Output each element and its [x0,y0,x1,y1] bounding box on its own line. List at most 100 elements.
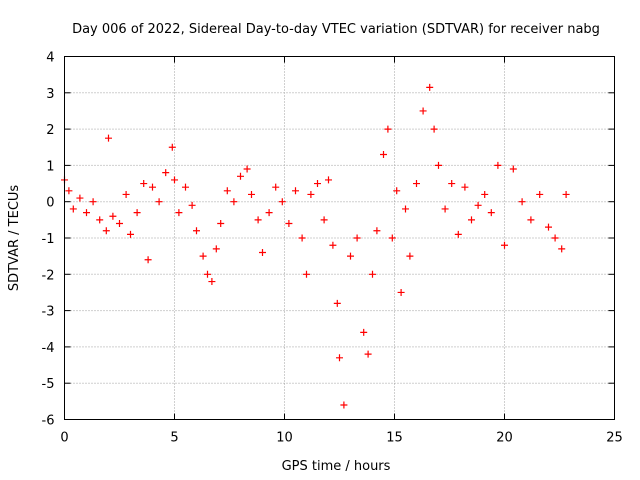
x-tick-label: 5 [170,431,178,446]
data-point [83,209,90,217]
data-point [89,198,97,206]
data-point [360,328,368,336]
y-tick-label: -5 [42,377,55,392]
data-point [171,176,178,184]
data-point [329,241,337,249]
data-point [481,190,489,198]
data-point [454,230,462,238]
data-point [501,241,508,249]
data-point [518,198,526,206]
y-tick-label: -2 [42,268,55,283]
data-point [333,299,341,307]
data-point [259,249,266,257]
data-point [237,172,244,180]
data-point [558,245,566,253]
data-point [340,401,348,409]
data-point [426,83,434,91]
data-point [188,201,196,209]
data-point [369,270,376,278]
chart-title: Day 006 of 2022, Sidereal Day-to-day VTE… [72,22,600,37]
data-point [248,190,255,198]
data-point [388,234,396,242]
data-point [474,201,482,209]
data-point [527,216,535,224]
data-point [199,252,207,260]
data-point [223,187,231,195]
data-point [149,183,156,191]
data-point [162,169,170,177]
data-point [144,256,152,264]
data-point [278,198,286,206]
x-tick-label: 15 [386,431,403,446]
data-points [61,83,570,409]
x-axis-label: GPS time / hours [282,459,391,474]
data-point [430,125,438,133]
y-tick-label: 0 [46,196,54,211]
data-point [69,205,77,213]
data-point [127,230,134,238]
data-point [397,288,405,296]
data-point [468,216,475,224]
data-point [217,219,225,227]
data-point [116,219,123,227]
data-point [347,252,354,260]
data-point [545,223,552,231]
y-tick-label: -1 [42,232,55,247]
data-point [303,270,310,278]
data-point [384,125,392,133]
data-point [230,198,238,206]
y-tick-label: -4 [42,341,55,356]
data-point [336,354,343,362]
data-point [314,180,321,188]
data-point [402,205,409,213]
axis-ticks: 0 5 10 15 20 25 -6 -5 -4 -3 -2 -1 0 1 2 3 4 [42,51,623,446]
data-point [182,183,189,191]
data-point [109,212,117,220]
data-point [441,205,449,213]
data-point [212,245,220,253]
y-tick-label: 4 [46,51,54,66]
data-point [272,183,280,191]
data-point [373,227,381,235]
data-point [175,209,183,217]
data-point [461,183,469,191]
data-point [419,107,427,115]
y-tick-label: -3 [42,305,55,320]
data-point [155,198,163,206]
data-point [551,234,559,242]
x-tick-label: 0 [60,431,68,446]
data-point [509,165,517,173]
data-point [353,234,361,242]
data-point [204,270,211,278]
data-point [265,209,273,217]
data-point [168,143,176,151]
data-point [413,180,420,188]
data-point [122,190,130,198]
x-tick-label: 10 [276,431,293,446]
data-point [380,151,387,159]
data-point [105,134,112,142]
data-point [243,165,251,173]
plot-frame [64,56,615,420]
data-point [193,227,200,235]
data-point [320,216,328,224]
data-point [494,161,502,169]
data-point [76,194,84,202]
y-tick-label: 1 [46,159,54,174]
data-point [487,209,495,217]
data-point [292,187,299,195]
data-point [562,190,570,198]
data-point [435,161,442,169]
data-point [96,216,104,224]
data-point [364,350,372,358]
data-point [536,190,544,198]
data-point [102,227,110,235]
data-point [448,180,456,188]
data-point [307,190,315,198]
grid [64,56,615,420]
data-point [65,187,73,195]
data-point [254,216,262,224]
data-point [140,180,148,188]
y-tick-label: -6 [42,414,55,429]
